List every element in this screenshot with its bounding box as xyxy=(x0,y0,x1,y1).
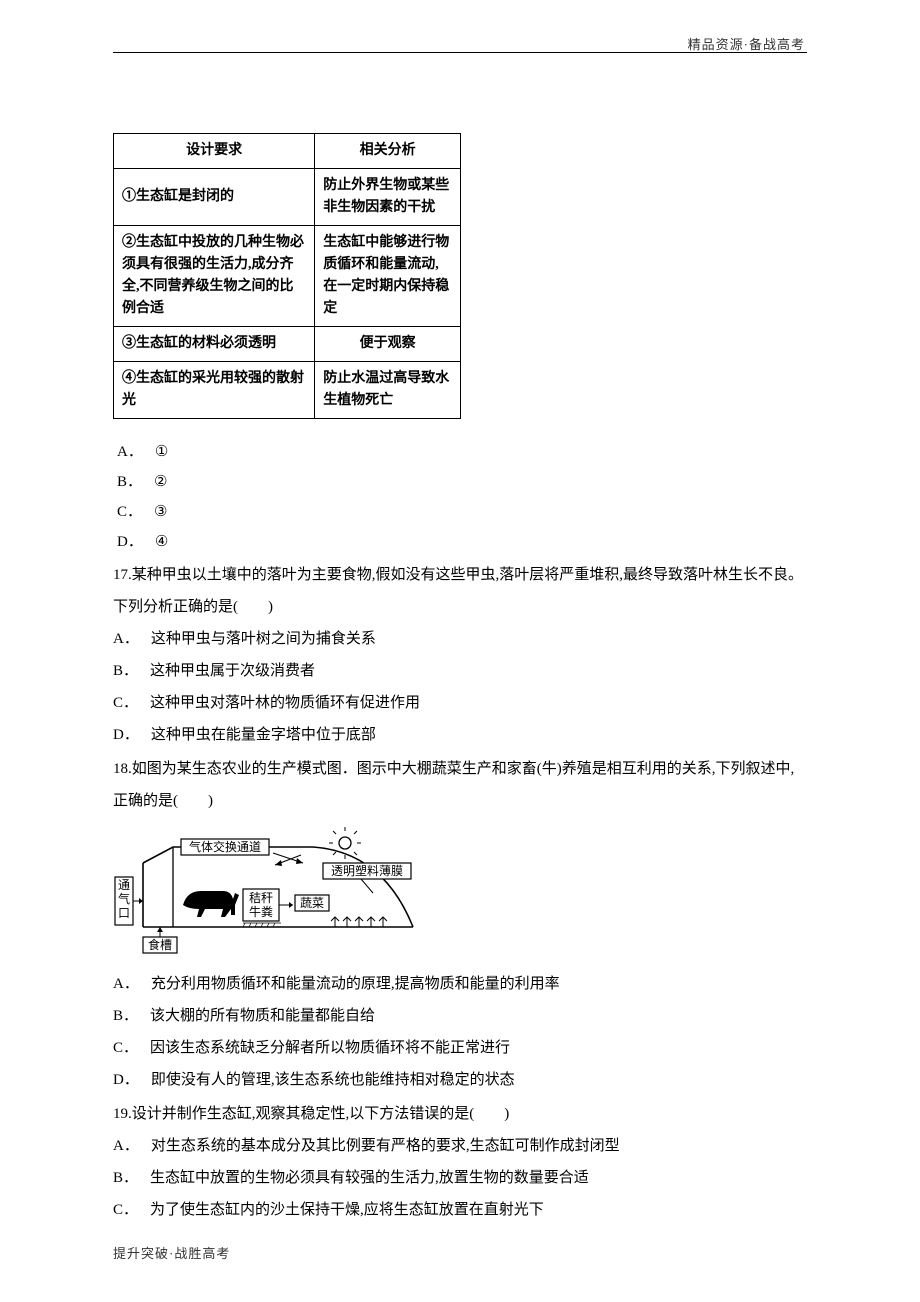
q19-option-b: B． 生态缸中放置的生物必须具有较强的生活力,放置生物的数量要合适 xyxy=(113,1162,807,1194)
q17-stem: 17.某种甲虫以土壤中的落叶为主要食物,假如没有这些甲虫,落叶层将严重堆积,最终… xyxy=(113,559,807,623)
greenhouse-diagram: 气体交换通道 透明塑料薄膜 通 气 口 秸秆 牛粪 蔬菜 xyxy=(113,827,807,962)
vent-label-1: 通 xyxy=(118,878,130,892)
film-label: 透明塑料薄膜 xyxy=(331,863,403,878)
film-pointer xyxy=(361,879,373,893)
straw-arrowhead xyxy=(289,902,293,908)
q18-stem: 18.如图为某生态农业的生产模式图．图示中大棚蔬菜生产和家畜(牛)养殖是相互利用… xyxy=(113,753,807,817)
q19-option-a: A． 对生态系统的基本成分及其比例要有严格的要求,生态缸可制作成封闭型 xyxy=(113,1130,807,1162)
table-row: ②生态缸中投放的几种生物必须具有很强的生活力,成分齐全,不同营养级生物之间的比例… xyxy=(114,226,461,327)
q16-option-c: C． ③ xyxy=(117,497,807,527)
table-row: ①生态缸是封闭的 防止外界生物或某些非生物因素的干扰 xyxy=(114,169,461,226)
design-table: 设计要求 相关分析 ①生态缸是封闭的 防止外界生物或某些非生物因素的干扰 ②生态… xyxy=(113,133,461,419)
table-row: ④生态缸的采光用较强的散射光 防止水温过高导致水生植物死亡 xyxy=(114,362,461,419)
option-label: D． xyxy=(113,1072,139,1088)
cell: ②生态缸中投放的几种生物必须具有很强的生活力,成分齐全,不同营养级生物之间的比例… xyxy=(114,226,315,327)
col-header-2: 相关分析 xyxy=(315,134,461,169)
option-label: D． xyxy=(117,534,143,550)
trough-label: 食槽 xyxy=(148,937,172,952)
straw-label-1: 秸秆 xyxy=(249,891,273,905)
option-label: B． xyxy=(113,1170,138,1186)
header-rule xyxy=(113,52,807,53)
option-label: D． xyxy=(113,727,139,743)
cell: 生态缸中能够进行物质循环和能量流动,在一定时期内保持稳定 xyxy=(315,226,461,327)
option-text: 即使没有人的管理,该生态系统也能维持相对稳定的状态 xyxy=(151,1072,515,1088)
roof-arrows xyxy=(273,853,303,866)
q16-option-d: D． ④ xyxy=(117,527,807,557)
option-label: B． xyxy=(113,663,138,679)
option-text: 因该生态系统缺乏分解者所以物质循环将不能正常进行 xyxy=(150,1040,510,1056)
option-text: 对生态系统的基本成分及其比例要有严格的要求,生态缸可制作成封闭型 xyxy=(151,1138,620,1154)
straw-label-2: 牛粪 xyxy=(249,904,273,919)
q18-option-d: D． 即使没有人的管理,该生态系统也能维持相对稳定的状态 xyxy=(113,1064,807,1096)
q18-option-b: B． 该大棚的所有物质和能量都能自给 xyxy=(113,1000,807,1032)
option-text: ① xyxy=(155,444,168,460)
page-content: 设计要求 相关分析 ①生态缸是封闭的 防止外界生物或某些非生物因素的干扰 ②生态… xyxy=(113,133,807,1226)
q18-option-a: A． 充分利用物质循环和能量流动的原理,提高物质和能量的利用率 xyxy=(113,968,807,1000)
table-row: ③生态缸的材料必须透明 便于观察 xyxy=(114,327,461,362)
option-label: A． xyxy=(113,1138,139,1154)
cell: ③生态缸的材料必须透明 xyxy=(114,327,315,362)
vent-label-3: 口 xyxy=(118,906,130,920)
q19-option-c: C． 为了使生态缸内的沙土保持干燥,应将生态缸放置在直射光下 xyxy=(113,1194,807,1226)
option-label: A． xyxy=(117,444,143,460)
option-label: B． xyxy=(113,1008,138,1024)
gas-channel-label: 气体交换通道 xyxy=(189,839,261,854)
q16-option-b: B． ② xyxy=(117,467,807,497)
option-label: A． xyxy=(113,631,139,647)
vent-label-2: 气 xyxy=(118,891,130,906)
option-text: 这种甲虫在能量金字塔中位于底部 xyxy=(151,727,376,743)
option-text: 充分利用物质循环和能量流动的原理,提高物质和能量的利用率 xyxy=(151,976,560,992)
q18-option-c: C． 因该生态系统缺乏分解者所以物质循环将不能正常进行 xyxy=(113,1032,807,1064)
q16-option-a: A． ① xyxy=(117,437,807,467)
cell: 防止水温过高导致水生植物死亡 xyxy=(315,362,461,419)
option-label: C． xyxy=(113,695,138,711)
veg-label: 蔬菜 xyxy=(300,896,324,910)
q19-stem: 19.设计并制作生态缸,观察其稳定性,以下方法错误的是( ) xyxy=(113,1098,807,1130)
cell: ①生态缸是封闭的 xyxy=(114,169,315,226)
option-label: B． xyxy=(117,474,142,490)
q17-option-b: B． 这种甲虫属于次级消费者 xyxy=(113,655,807,687)
footer-left: 提升突破·战胜高考 xyxy=(113,1243,230,1262)
cell: 便于观察 xyxy=(315,327,461,362)
option-label: A． xyxy=(113,976,139,992)
option-text: 这种甲虫对落叶林的物质循环有促进作用 xyxy=(150,695,420,711)
option-text: ③ xyxy=(154,504,167,520)
veg-plants-icon xyxy=(331,917,387,927)
cell: ④生态缸的采光用较强的散射光 xyxy=(114,362,315,419)
q17-option-a: A． 这种甲虫与落叶树之间为捕食关系 xyxy=(113,623,807,655)
cow-icon xyxy=(183,891,239,917)
option-text: 生态缸中放置的生物必须具有较强的生活力,放置生物的数量要合适 xyxy=(150,1170,589,1186)
option-text: 这种甲虫属于次级消费者 xyxy=(150,663,315,679)
table-row: 设计要求 相关分析 xyxy=(114,134,461,169)
option-text: ② xyxy=(154,474,167,490)
option-text: 为了使生态缸内的沙土保持干燥,应将生态缸放置在直射光下 xyxy=(150,1202,544,1218)
header-right: 精品资源·备战高考 xyxy=(688,34,805,53)
option-label: C． xyxy=(113,1040,138,1056)
option-text: 该大棚的所有物质和能量都能自给 xyxy=(150,1008,375,1024)
col-header-1: 设计要求 xyxy=(114,134,315,169)
option-label: C． xyxy=(113,1202,138,1218)
option-text: 这种甲虫与落叶树之间为捕食关系 xyxy=(151,631,376,647)
q17-option-c: C． 这种甲虫对落叶林的物质循环有促进作用 xyxy=(113,687,807,719)
cell: 防止外界生物或某些非生物因素的干扰 xyxy=(315,169,461,226)
option-text: ④ xyxy=(155,534,168,550)
option-label: C． xyxy=(117,504,142,520)
q17-option-d: D． 这种甲虫在能量金字塔中位于底部 xyxy=(113,719,807,751)
